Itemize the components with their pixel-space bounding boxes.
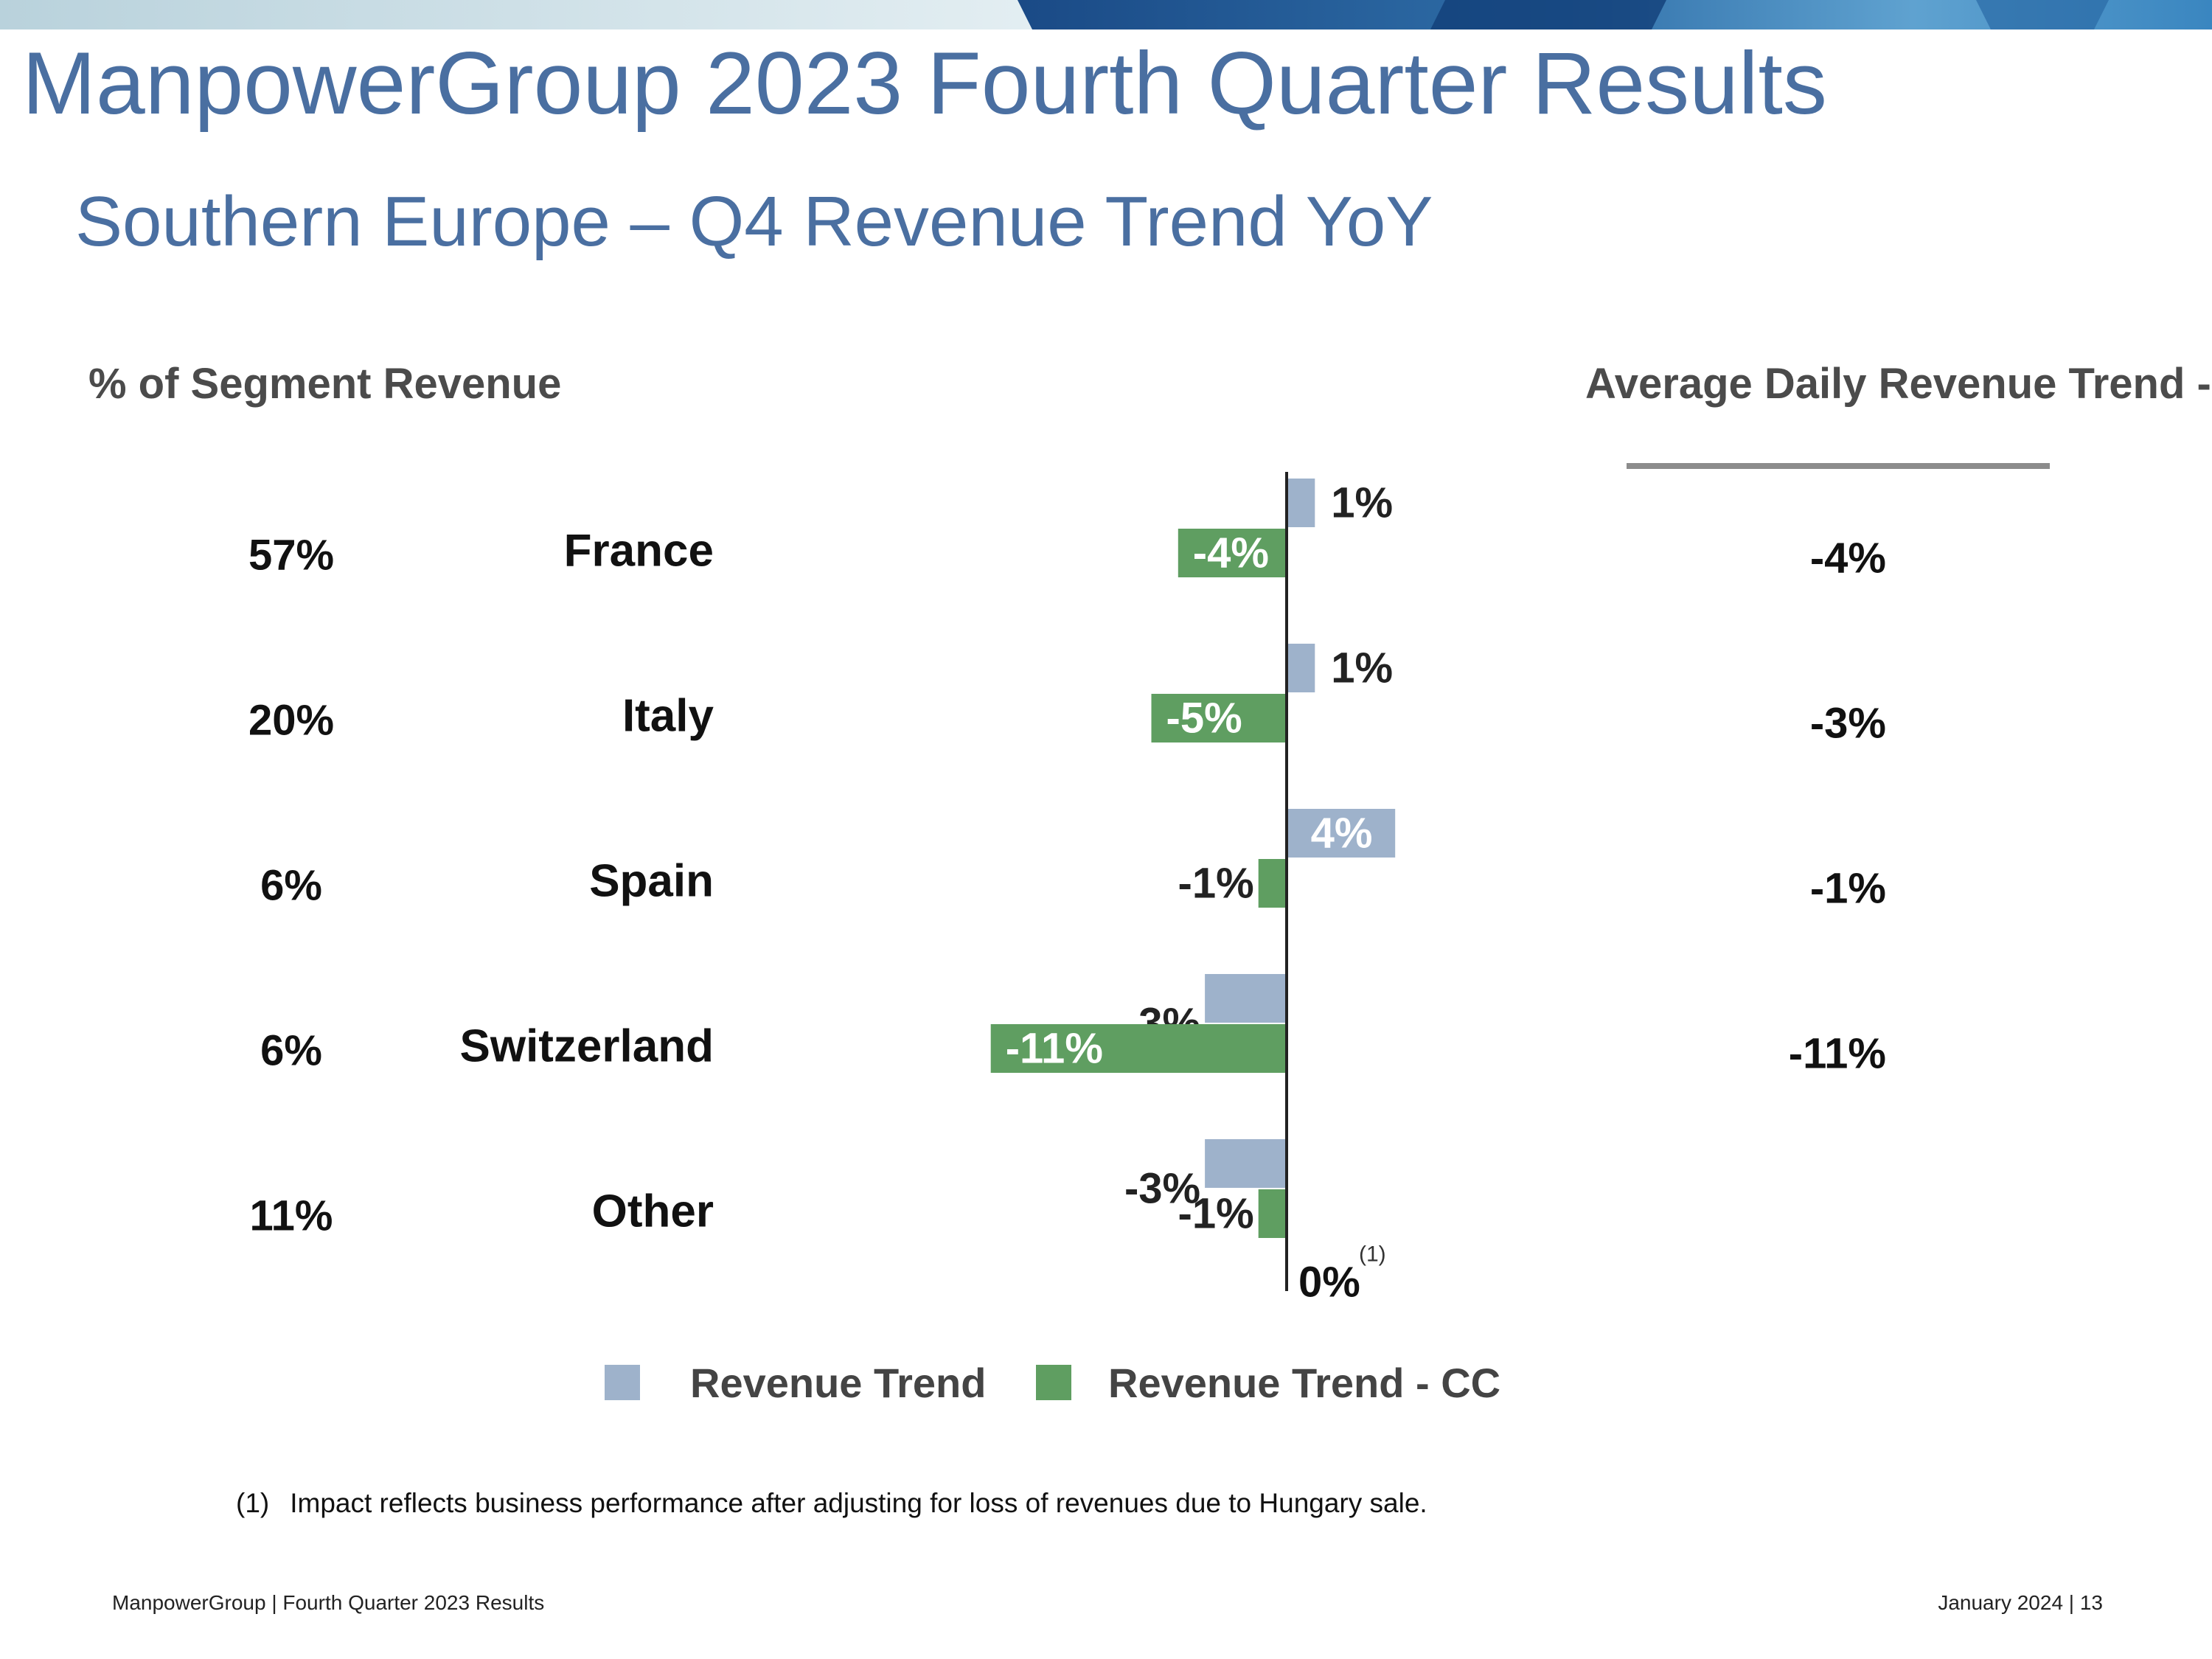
legend-item-revenue-trend: Revenue Trend (605, 1353, 986, 1412)
annotation-footnote-marker: (1) (1359, 1242, 1386, 1267)
bar-revenue-trend-france (1288, 479, 1315, 527)
segment-share-spain: 6% (260, 862, 322, 910)
category-label-spain: Spain (589, 856, 714, 907)
data-label-revenue-trend-cc-italy: -5% (1166, 695, 1242, 742)
avg-daily-revenue-switzerland: -11% (1789, 1030, 1886, 1078)
data-label-revenue-trend-cc-spain: -1% (1178, 860, 1254, 908)
data-label-revenue-trend-cc-other: -1% (1178, 1190, 1254, 1238)
avg-daily-revenue-france: -4% (1810, 535, 1886, 582)
bar-revenue-trend-other (1205, 1139, 1285, 1188)
category-label-france: France (564, 526, 714, 577)
legend-label-revenue-trend: Revenue Trend (690, 1359, 987, 1406)
segment-share-switzerland: 6% (260, 1027, 322, 1075)
data-label-revenue-trend-cc-france: -4% (1193, 529, 1269, 577)
legend-swatch-revenue-trend-cc (1036, 1365, 1071, 1400)
category-label-italy: Italy (622, 691, 714, 742)
data-label-revenue-trend-spain: 4% (1311, 810, 1373, 858)
data-label-revenue-trend-other: -3% (1124, 1165, 1200, 1213)
header-underline (1627, 463, 2050, 469)
legend-label-revenue-trend-cc: Revenue Trend - CC (1108, 1359, 1501, 1406)
data-label-revenue-trend-france: 1% (1331, 479, 1393, 527)
bar-revenue-trend-spain (1288, 809, 1396, 858)
data-label-revenue-trend-italy: 1% (1331, 644, 1393, 692)
legend-item-revenue-trend-cc: Revenue Trend - CC (1036, 1353, 1500, 1412)
segment-share-italy: 20% (248, 697, 334, 745)
segment-share-other: 11% (250, 1192, 333, 1240)
category-label-other: Other (592, 1186, 714, 1237)
legend-swatch-revenue-trend (605, 1365, 640, 1400)
top-banner (0, 0, 2212, 29)
footer-right: January 2024 | 13 (1938, 1591, 2103, 1614)
data-label-revenue-trend-cc-switzerland: -11% (1006, 1025, 1103, 1073)
slide-subtitle: Southern Europe – Q4 Revenue Trend YoY (75, 182, 1433, 261)
bar-revenue-trend-cc-italy (1151, 694, 1285, 742)
footnote-marker: (1) (236, 1488, 270, 1518)
footnote-text: Impact reflects business performance aft… (290, 1488, 1427, 1518)
footer-left: ManpowerGroup | Fourth Quarter 2023 Resu… (112, 1591, 545, 1614)
bar-revenue-trend-italy (1288, 644, 1315, 692)
avg-daily-revenue-spain: -1% (1810, 865, 1886, 913)
slide-title: ManpowerGroup 2023 Fourth Quarter Result… (22, 34, 1827, 133)
bar-revenue-trend-cc-other (1258, 1189, 1285, 1238)
avg-daily-revenue-italy: -3% (1810, 700, 1886, 748)
bar-revenue-trend-cc-france (1178, 529, 1285, 577)
bar-revenue-trend-cc-switzerland (990, 1024, 1285, 1073)
footnote: (1) Impact reflects business performance … (236, 1488, 1427, 1519)
category-label-switzerland: Switzerland (459, 1021, 714, 1072)
annotation-zero-label: 0% (1298, 1259, 1360, 1307)
bar-revenue-trend-switzerland (1205, 974, 1285, 1023)
bar-revenue-trend-cc-spain (1258, 859, 1285, 908)
segment-share-france: 57% (248, 532, 334, 580)
